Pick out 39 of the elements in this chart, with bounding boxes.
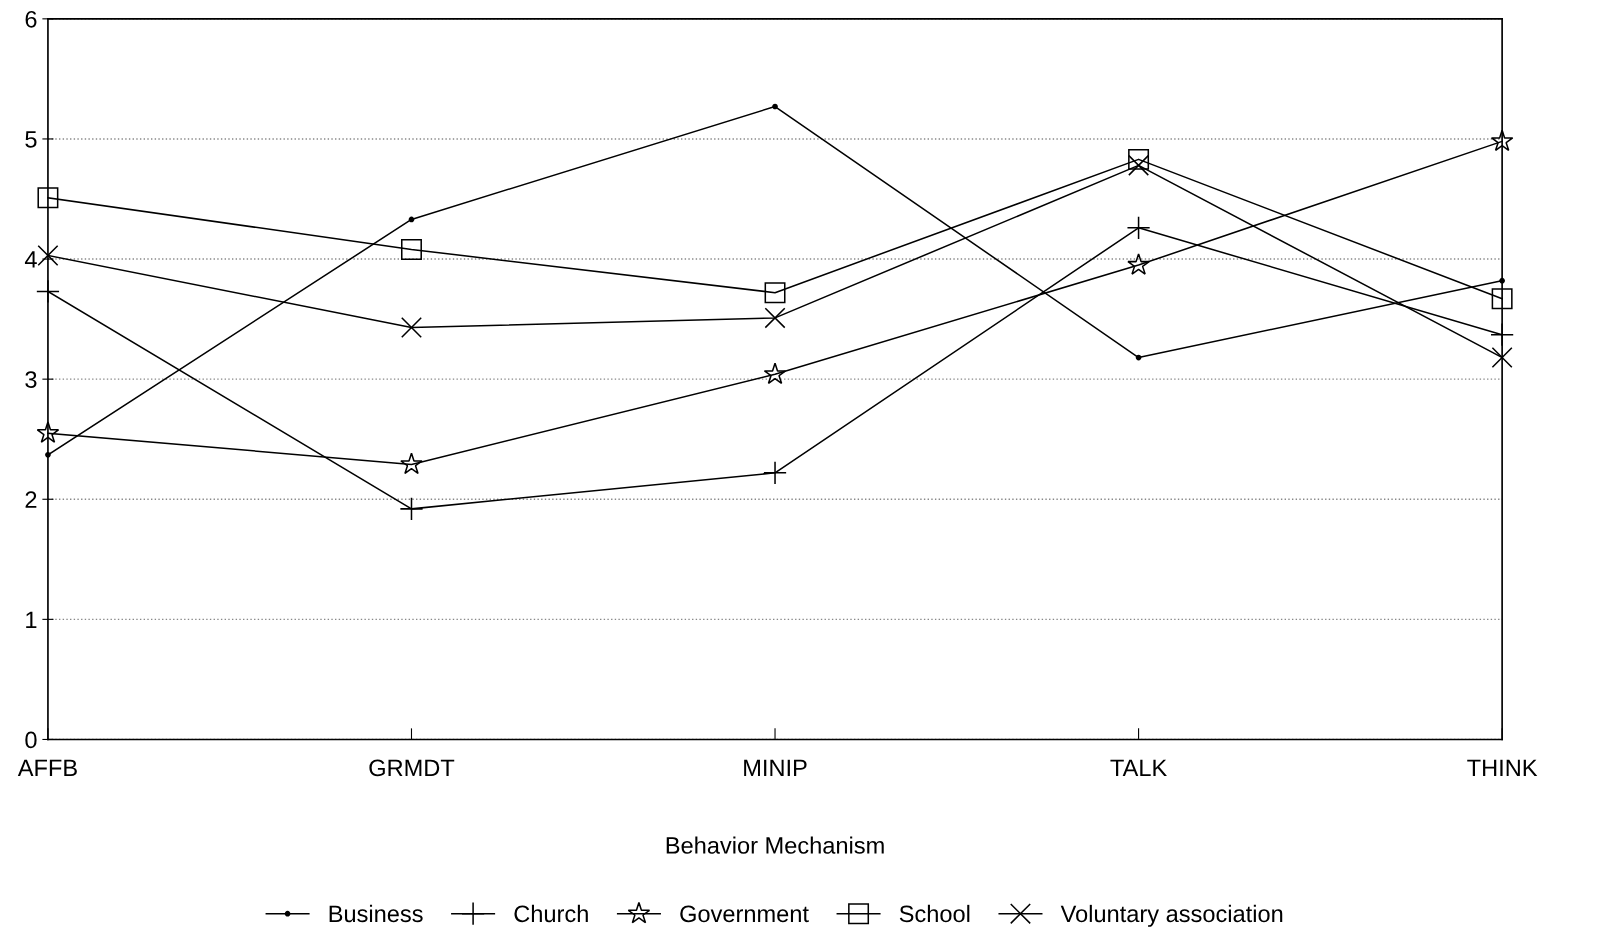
point [1491,347,1513,369]
legend-label: Government [680,905,809,923]
point [1128,148,1150,170]
legend-label: Voluntary association [1060,904,1283,927]
point [37,244,59,266]
point [399,496,424,521]
x-tick-label: THINK [1467,759,1538,777]
y-tick-label: 2 [25,491,37,508]
y-tick-label: 0 [25,731,37,749]
x-tick-label: GRMDT [369,759,455,777]
y-tick-label: 4 [24,251,37,268]
point [36,421,60,443]
point [400,317,422,338]
point [400,452,423,475]
point [1126,215,1151,240]
x-tick-label: AFFB [17,759,77,777]
legend-label: School [899,904,970,923]
point [1135,354,1142,361]
point [1128,154,1150,176]
point [772,103,778,110]
point [408,216,415,223]
point [763,362,787,385]
legend-label: Business [329,904,423,923]
x-axis-title: Behavior Mechanism [666,836,884,854]
x-tick-label: TALK [1110,759,1167,777]
point [1127,253,1150,275]
y-tick-label: 1 [26,611,37,628]
legend-label: Church [514,904,588,923]
y-tick-label: 5 [25,131,37,148]
point [37,187,59,209]
point [400,238,422,260]
point [763,460,787,485]
y-tick-label: 6 [25,10,37,28]
y-tick-label: 3 [25,371,37,388]
x-tick-label: MINIP [744,759,807,777]
point [764,282,786,304]
point [1490,129,1514,152]
point [764,307,786,329]
point [1491,288,1513,310]
